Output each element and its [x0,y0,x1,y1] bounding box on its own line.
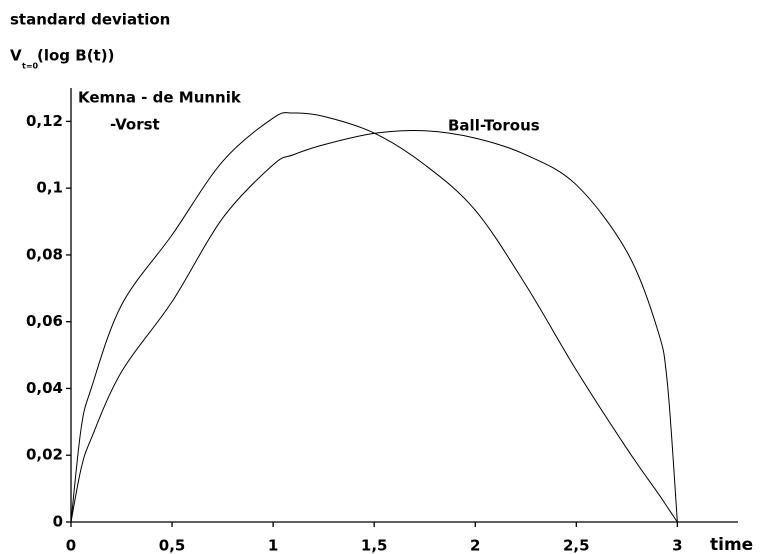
y-tick-label: 0,08 [26,245,63,263]
x-tick-label: 2,5 [563,537,590,554]
x-tick-label: 0 [66,537,76,554]
x-tick-label: 1,5 [361,537,388,554]
curve [70,129,678,523]
series-label: -Vorst [110,116,160,134]
x-tick-label: 2 [470,537,480,554]
x-tick-label: 3 [672,537,682,554]
series-label: Ball-Torous [448,117,540,135]
y-tick-label: 0,1 [36,179,63,197]
y-tick-label: 0,02 [26,446,63,464]
curve [70,112,678,523]
x-tick-label: 0,5 [159,537,186,554]
x-axis-label: time [710,535,753,554]
y-tick-label: 0,12 [26,112,63,130]
x-tick-label: 1 [268,537,278,554]
series-label: Kemna - de Munnik [78,89,242,107]
y-tick-label: 0,06 [26,312,63,330]
chart-title: standard deviation [10,11,170,29]
y-tick-label: 0,04 [26,379,63,397]
y-axis-label: V [10,47,22,65]
y-axis-label: (log B(t)) [37,47,114,65]
y-axis-label-subscript: t=0 [22,62,39,71]
y-tick-label: 0 [53,513,63,531]
